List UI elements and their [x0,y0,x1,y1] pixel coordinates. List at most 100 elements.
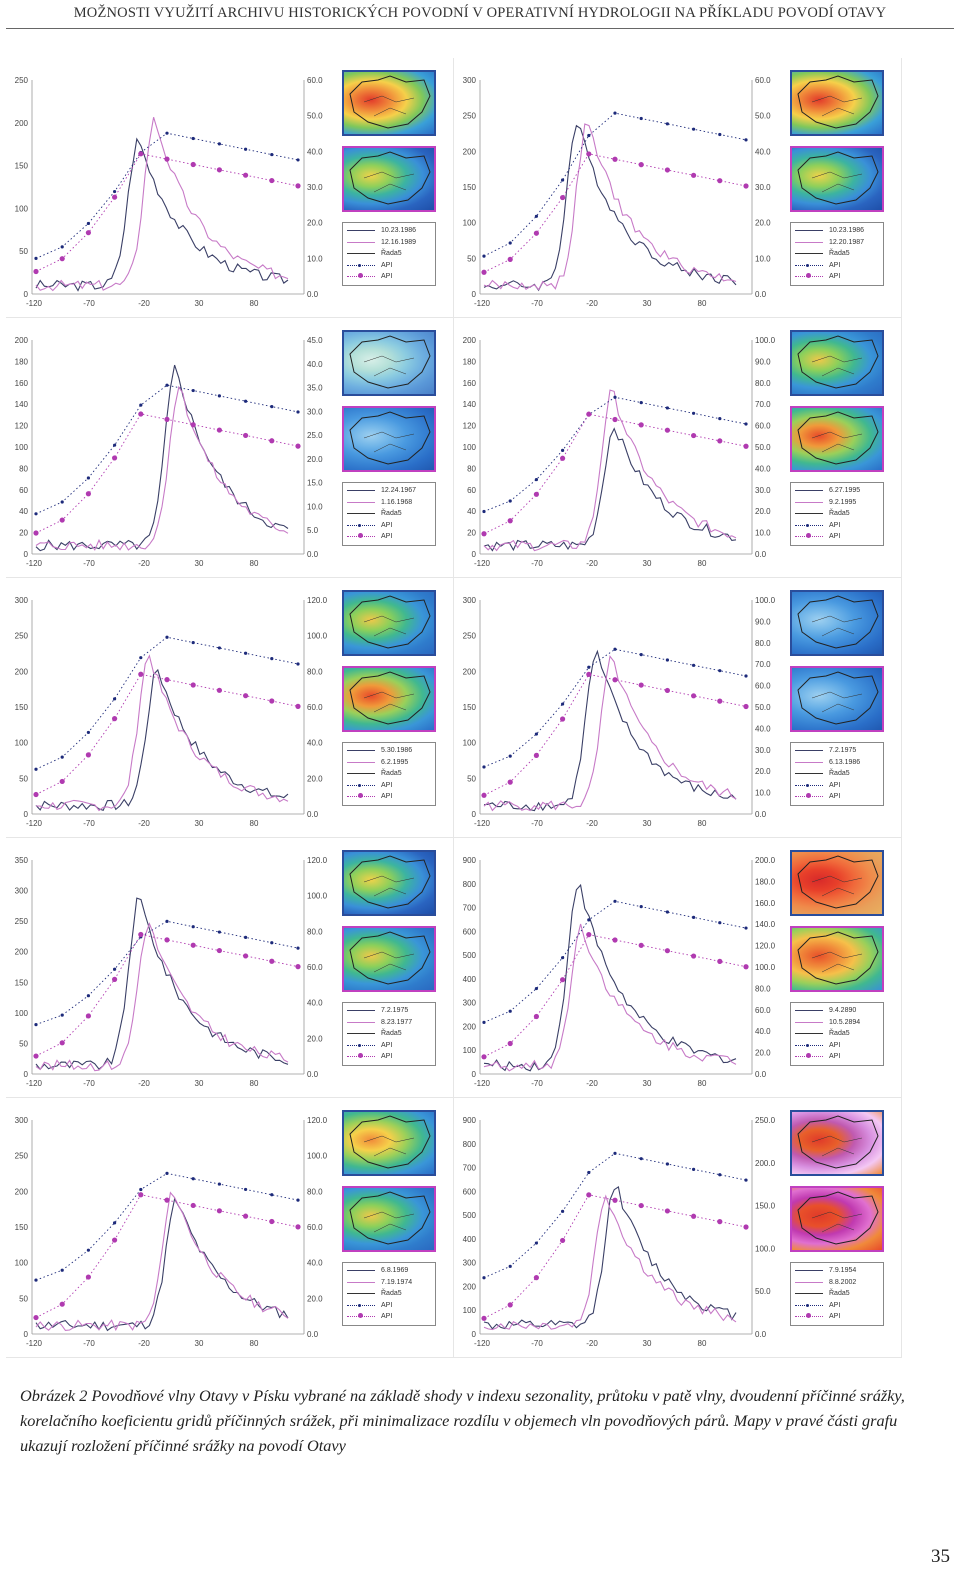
right-tick-label: 90.0 [755,617,771,626]
legend-row: API [347,1041,433,1051]
flow-series-b [35,117,289,292]
left-tick-label: 50 [467,254,476,263]
x-tick-label: 80 [698,299,707,308]
x-tick-label: 80 [250,559,259,568]
right-tick-label: 30.0 [755,183,771,192]
legend-row: API [795,1312,881,1322]
legend-label: 9.4.2890 [829,1007,857,1014]
legend-row: 9.4.2890 [795,1006,881,1016]
hydrograph-chart: 300 250 200 150 100 50 0 120.0 100.0 80.0 60.0 40.0… [15,596,328,828]
right-tick-label: 10.0 [755,254,771,263]
left-tick-label: 900 [463,1116,477,1125]
legend-marker [806,523,809,527]
right-tick-label: 30.0 [307,407,323,416]
left-tick-label: 300 [15,596,29,605]
right-tick-label: 20.0 [307,1294,323,1303]
x-tick-label: -70 [83,559,95,568]
right-tick-label: 180.0 [755,877,776,886]
legend-swatch [347,1281,375,1283]
legend-row: 12.24.1967 [347,486,433,496]
x-tick-label: -20 [138,1079,150,1088]
hydrograph-chart: 300 250 200 150 100 50 0 120.0 100.0 80.0 60.0 40.0… [15,1116,328,1348]
right-tick-label: 100.0 [755,336,776,345]
x-tick-label: 30 [195,819,204,828]
right-tick-label: 50.0 [755,112,771,121]
chart-legend: 9.4.2890 10.5.2894 Řada5 API API [790,1002,884,1066]
legend-label: 6.2.1995 [381,758,409,766]
legend-label: API [829,793,841,800]
right-tick-label: 40.0 [307,999,323,1008]
legend-row: API [795,1052,881,1062]
legend-label: Řada5 [829,1030,850,1037]
legend-label: API [829,1313,841,1320]
right-tick-label: 50.0 [307,112,323,121]
left-tick-label: 0 [472,550,477,559]
right-tick-label: 0.0 [755,1330,767,1339]
legend-label: API [381,793,393,800]
legend-marker [806,1053,811,1058]
left-tick-label: 150 [15,978,29,987]
left-tick-label: 200 [463,667,477,676]
legend-row: API [347,781,433,791]
legend-swatch [795,750,823,751]
api-series-a [34,383,300,516]
left-tick-label: 80 [467,464,476,473]
legend-marker [806,793,811,798]
right-tick-label: 100.0 [307,632,328,641]
api-series-a [34,919,300,1027]
api-series-b [33,1192,301,1321]
left-tick-label: 180 [15,357,29,366]
left-tick-label: 180 [463,357,477,366]
left-tick-label: 300 [463,999,477,1008]
right-tick-label: 20.0 [307,1034,323,1043]
right-tick-label: 0.0 [307,550,319,559]
left-tick-label: 160 [463,379,477,388]
legend-row: Řada5 [795,249,881,259]
left-tick-label: 80 [19,464,28,473]
right-tick-label: 80.0 [755,984,771,993]
right-tick-label: 100.0 [307,1152,328,1161]
legend-swatch [347,513,375,514]
right-tick-label: 120.0 [307,1116,328,1125]
left-tick-label: 200 [15,948,29,957]
flow-series-b [483,1194,737,1331]
left-tick-label: 0 [472,290,477,299]
precipitation-map-bottom [790,926,884,992]
x-tick-label: 80 [250,819,259,828]
legend-label: API [381,781,393,789]
api-series-b [33,151,301,275]
right-tick-label: 60.0 [755,76,771,85]
x-tick-label: 30 [643,1079,652,1088]
api-series-b [481,932,749,1060]
right-tick-label: 0.0 [755,810,767,819]
legend-label: Řada5 [829,250,850,257]
right-tick-label: 60.0 [307,76,323,85]
legend-label: 10.5.2894 [829,1018,861,1026]
legend-row: API [795,532,881,542]
x-tick-label: -20 [138,819,150,828]
legend-swatch [795,241,823,243]
legend-row: API [347,532,433,542]
hydrograph-chart: 900 800 700 600 500 400 300 200 100 0 200.0 180.0 16… [463,856,776,1088]
left-tick-label: 0 [24,1070,29,1079]
legend-label: 6.8.1969 [381,1267,409,1274]
legend-swatch [347,241,375,243]
x-tick-label: 30 [643,1339,652,1348]
left-tick-label: 160 [15,379,29,388]
left-tick-label: 0 [24,550,29,559]
legend-swatch [347,1304,375,1306]
left-tick-label: 200 [463,147,477,156]
right-tick-label: 0.0 [755,1070,767,1079]
legend-row: 1.16.1968 [347,498,433,508]
precipitation-map-top [790,1110,884,1176]
hydrograph-panel-7: 350 300 250 200 150 100 50 0 120.0 100.0 80.0 60.0 4… [6,838,454,1098]
x-tick-label: 80 [250,1079,259,1088]
left-tick-label: 300 [15,1116,29,1125]
precipitation-map-top [790,70,884,136]
left-tick-label: 300 [15,887,29,896]
left-tick-label: 700 [463,904,477,913]
legend-row: 7.19.1974 [347,1278,433,1288]
legend-swatch [795,490,823,491]
legend-row: 6.2.1995 [347,758,433,768]
right-tick-label: 200.0 [755,856,776,865]
